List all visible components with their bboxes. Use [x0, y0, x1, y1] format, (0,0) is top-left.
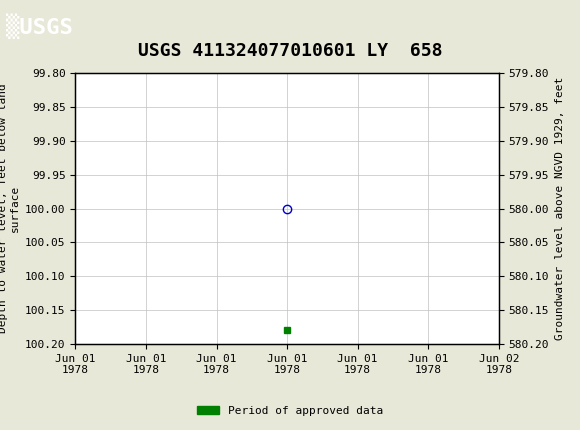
Text: ▒USGS: ▒USGS [6, 13, 72, 39]
Y-axis label: Groundwater level above NGVD 1929, feet: Groundwater level above NGVD 1929, feet [554, 77, 564, 340]
Text: USGS 411324077010601 LY  658: USGS 411324077010601 LY 658 [138, 42, 442, 60]
Y-axis label: Depth to water level, feet below land
surface: Depth to water level, feet below land su… [0, 84, 20, 333]
Legend: Period of approved data: Period of approved data [193, 401, 387, 420]
